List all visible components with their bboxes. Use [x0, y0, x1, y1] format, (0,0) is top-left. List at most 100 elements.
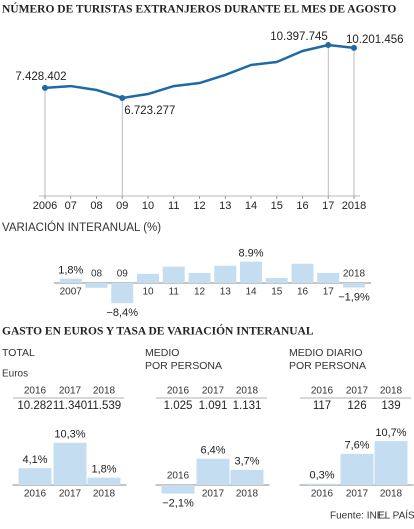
x-tick-label: 12 [194, 287, 206, 298]
value-label: 7.428.402 [15, 71, 66, 83]
x-tick-label: 09 [116, 200, 128, 212]
value-label: 3,7% [234, 456, 259, 468]
bar [240, 261, 262, 283]
x-tick-label: 2018 [342, 200, 366, 212]
x-tick-label: 2016 [24, 489, 47, 500]
value-label: 8.9% [238, 248, 263, 260]
panel-title: MEDIO [145, 347, 179, 359]
x-tick-label: 2006 [33, 200, 57, 212]
bar [305, 483, 339, 485]
bar [111, 283, 134, 304]
x-tick-label: 2016 [167, 471, 190, 482]
value-label: 10,3% [54, 429, 85, 441]
value-label: 7,6% [344, 440, 369, 452]
table-value: 11.539 [87, 400, 121, 412]
x-tick-label: 2017 [202, 489, 225, 500]
x-tick-label: 2016 [311, 489, 334, 500]
bar [188, 272, 211, 283]
bar [265, 277, 288, 283]
table-value: 11.340 [53, 400, 87, 412]
x-tick-label: 2018 [380, 489, 403, 500]
value-label: 6.723.277 [124, 105, 175, 117]
bar [214, 265, 237, 283]
value-label: 10.397.745 [270, 31, 328, 43]
bar [53, 442, 87, 485]
table-value: 139 [381, 400, 400, 412]
table-year: 2017 [346, 386, 369, 397]
chart-subtitle: VARIACIÓN INTERANUAL (%) [2, 221, 161, 234]
x-tick-label: 07 [65, 200, 77, 212]
panel-title: POR PERSONA [289, 360, 366, 372]
panel-title: TOTAL [2, 347, 35, 359]
point [119, 95, 126, 101]
table-year: 2018 [93, 386, 116, 397]
value-label: 4,1% [22, 454, 47, 466]
table-year: 2016 [24, 386, 47, 397]
x-tick-label: 15 [271, 200, 283, 212]
table-value: 1.131 [233, 400, 262, 412]
bar [162, 266, 185, 283]
value-label: 6,4% [200, 445, 225, 457]
table-value: 117 [313, 400, 331, 412]
bar [340, 453, 374, 485]
x-tick-label: 15 [271, 287, 283, 298]
x-tick-label: 09 [117, 269, 129, 280]
table-year: 2018 [380, 386, 403, 397]
x-tick-label: 10 [142, 287, 154, 298]
x-tick-label: 2007 [60, 287, 83, 298]
bar [291, 263, 314, 283]
point [325, 42, 332, 48]
bar [317, 272, 340, 283]
chart-title: NÚMERO DE TURISTAS EXTRANJEROS DURANTE E… [2, 2, 396, 16]
bar [374, 441, 408, 485]
unit-label: Euros [2, 369, 28, 380]
value-label: −2,1% [162, 498, 194, 510]
value-label: 1,8% [91, 464, 116, 476]
x-tick-label: 2018 [343, 269, 366, 280]
bar [87, 477, 121, 485]
bar [85, 283, 108, 288]
x-tick-label: 14 [245, 200, 257, 212]
x-tick-label: 10 [142, 200, 154, 212]
panel-title: MEDIO DIARIO [289, 347, 363, 359]
x-tick-label: 08 [91, 269, 103, 280]
x-tick-label: 11 [168, 200, 179, 212]
x-tick-label: 12 [193, 200, 205, 212]
bar [18, 468, 52, 485]
x-tick-label: 2017 [346, 489, 369, 500]
table-value: 1.091 [199, 400, 228, 412]
x-tick-label: 14 [245, 287, 257, 298]
value-label: 10,7% [375, 427, 406, 439]
x-tick-label: 16 [296, 200, 308, 212]
bar [137, 273, 159, 283]
bar [230, 469, 264, 485]
table-year: 2017 [59, 386, 82, 397]
value-label: 10.201.456 [346, 34, 404, 46]
x-tick-label: 17 [323, 287, 335, 298]
value-label: 0,3% [309, 470, 334, 482]
value-label: −8,4% [107, 307, 139, 319]
line [44, 43, 355, 100]
x-tick-label: 13 [219, 200, 231, 212]
table-value: 1.025 [164, 400, 193, 412]
x-tick-label: 16 [297, 287, 309, 298]
table-year: 2018 [236, 386, 259, 397]
value-label: 1,8% [58, 265, 83, 277]
x-tick-label: 2017 [59, 489, 82, 500]
value-label: −1,9% [338, 291, 370, 303]
x-tick-label: 13 [220, 287, 232, 298]
bar [196, 458, 230, 485]
point [351, 44, 357, 51]
bar [59, 278, 82, 283]
panel-title: POR PERSONA [145, 360, 222, 372]
table-value: 10.282 [17, 400, 52, 412]
x-tick-label: 08 [90, 200, 102, 212]
x-tick-label: 17 [322, 200, 334, 212]
section-title: GASTO EN EUROS Y TASA DE VARIACIÓN INTER… [2, 324, 314, 338]
table-year: 2017 [202, 386, 225, 397]
table-year: 2016 [311, 386, 334, 397]
bar [161, 485, 195, 494]
x-tick-label: 2018 [236, 489, 259, 500]
point [42, 84, 48, 91]
